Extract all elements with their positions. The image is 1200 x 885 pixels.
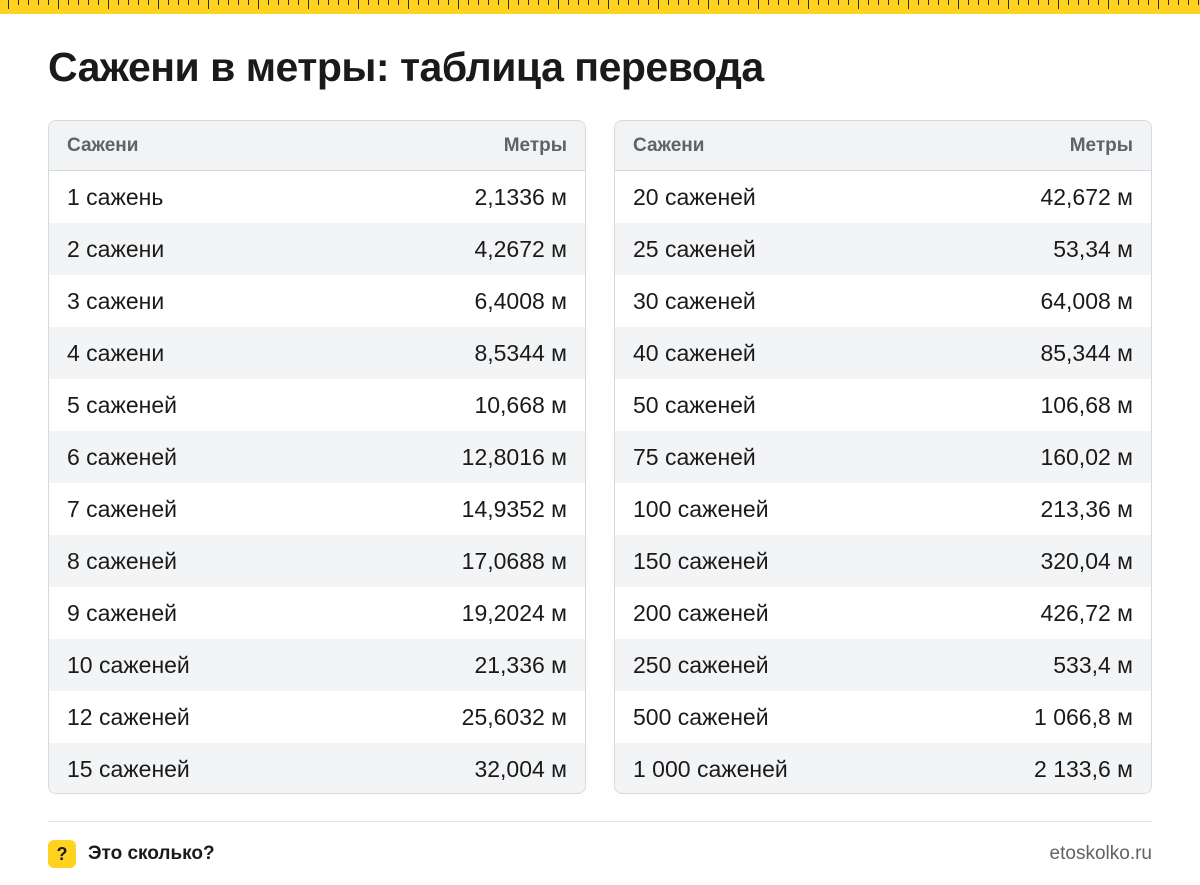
table-row: 100 саженей 213,36 м [615, 483, 1151, 535]
table-row: 15 саженей 32,004 м [49, 743, 585, 793]
fathoms-cell: 7 саженей [67, 495, 177, 522]
fathoms-cell: 500 саженей [633, 703, 769, 730]
table-row: 8 саженей 17,0688 м [49, 535, 585, 587]
meters-cell: 2,1336 м [474, 183, 567, 210]
meters-cell: 8,5344 м [474, 339, 567, 366]
meters-cell: 53,34 м [1053, 235, 1133, 262]
meters-cell: 10,668 м [474, 391, 567, 418]
meters-cell: 533,4 м [1053, 651, 1133, 678]
table-row: 500 саженей 1 066,8 м [615, 691, 1151, 743]
table-row: 30 саженей 64,008 м [615, 275, 1151, 327]
table-row: 25 саженей 53,34 м [615, 223, 1151, 275]
column-header-fathoms: Сажени [67, 134, 139, 156]
meters-cell: 85,344 м [1040, 339, 1133, 366]
fathoms-cell: 100 саженей [633, 495, 769, 522]
meters-cell: 4,2672 м [474, 235, 567, 262]
table-row: 9 саженей 19,2024 м [49, 587, 585, 639]
fathoms-cell: 5 саженей [67, 391, 177, 418]
column-header-fathoms: Сажени [633, 134, 705, 156]
table-row: 5 саженей 10,668 м [49, 379, 585, 431]
meters-cell: 426,72 м [1040, 599, 1133, 626]
table-row: 1 000 саженей 2 133,6 м [615, 743, 1151, 793]
meters-cell: 1 066,8 м [1034, 703, 1133, 730]
table-row: 250 саженей 533,4 м [615, 639, 1151, 691]
fathoms-cell: 9 саженей [67, 599, 177, 626]
fathoms-cell: 3 сажени [67, 287, 165, 314]
conversion-table-right: Сажени Метры 20 саженей 42,672 м 25 сажен… [614, 120, 1152, 794]
table-row: 50 саженей 106,68 м [615, 379, 1151, 431]
fathoms-cell: 1 сажень [67, 183, 164, 210]
table-row: 4 сажени 8,5344 м [49, 327, 585, 379]
meters-cell: 21,336 м [474, 651, 567, 678]
meters-cell: 42,672 м [1040, 183, 1133, 210]
table-row: 150 саженей 320,04 м [615, 535, 1151, 587]
table-row: 20 саженей 42,672 м [615, 171, 1151, 223]
meters-cell: 64,008 м [1040, 287, 1133, 314]
table-row: 200 саженей 426,72 м [615, 587, 1151, 639]
table-row: 3 сажени 6,4008 м [49, 275, 585, 327]
meters-cell: 160,02 м [1040, 443, 1133, 470]
question-mark-icon: ? [48, 840, 76, 868]
footer-divider [48, 821, 1152, 822]
fathoms-cell: 6 саженей [67, 443, 177, 470]
conversion-table-left: Сажени Метры 1 сажень 2,1336 м 2 сажени 4,… [48, 120, 586, 794]
meters-cell: 19,2024 м [461, 599, 567, 626]
fathoms-cell: 4 сажени [67, 339, 165, 366]
fathoms-cell: 8 саженей [67, 547, 177, 574]
fathoms-cell: 12 саженей [67, 703, 190, 730]
fathoms-cell: 25 саженей [633, 235, 756, 262]
table-row: 2 сажени 4,2672 м [49, 223, 585, 275]
footer-brand: Это сколько? [88, 843, 215, 864]
table-header: Сажени Метры [615, 121, 1151, 171]
table-row: 1 сажень 2,1336 м [49, 171, 585, 223]
table-row: 10 саженей 21,336 м [49, 639, 585, 691]
meters-cell: 32,004 м [474, 755, 567, 782]
table-body: 1 сажень 2,1336 м 2 сажени 4,2672 м 3 саже… [49, 171, 585, 793]
fathoms-cell: 2 сажени [67, 235, 165, 262]
meters-cell: 25,6032 м [461, 703, 567, 730]
fathoms-cell: 150 саженей [633, 547, 769, 574]
page-title: Сажени в метры: таблица перевода [48, 44, 764, 90]
footer-site-link[interactable]: etoskolko.ru [1049, 843, 1152, 864]
meters-cell: 106,68 м [1040, 391, 1133, 418]
ruler-decoration [0, 0, 1200, 14]
table-header: Сажени Метры [49, 121, 585, 171]
fathoms-cell: 15 саженей [67, 755, 190, 782]
fathoms-cell: 75 саженей [633, 443, 756, 470]
meters-cell: 213,36 м [1040, 495, 1133, 522]
fathoms-cell: 10 саженей [67, 651, 190, 678]
column-header-meters: Метры [1069, 134, 1133, 156]
column-header-meters: Метры [503, 134, 567, 156]
meters-cell: 6,4008 м [474, 287, 567, 314]
fathoms-cell: 20 саженей [633, 183, 756, 210]
fathoms-cell: 1 000 саженей [633, 755, 788, 782]
fathoms-cell: 50 саженей [633, 391, 756, 418]
fathoms-cell: 30 саженей [633, 287, 756, 314]
table-row: 75 саженей 160,02 м [615, 431, 1151, 483]
table-row: 6 саженей 12,8016 м [49, 431, 585, 483]
fathoms-cell: 40 саженей [633, 339, 756, 366]
meters-cell: 2 133,6 м [1034, 755, 1133, 782]
fathoms-cell: 200 саженей [633, 599, 769, 626]
table-body: 20 саженей 42,672 м 25 саженей 53,34 м 30 … [615, 171, 1151, 793]
fathoms-cell: 250 саженей [633, 651, 769, 678]
table-row: 12 саженей 25,6032 м [49, 691, 585, 743]
table-row: 7 саженей 14,9352 м [49, 483, 585, 535]
table-row: 40 саженей 85,344 м [615, 327, 1151, 379]
meters-cell: 17,0688 м [461, 547, 567, 574]
meters-cell: 12,8016 м [461, 443, 567, 470]
meters-cell: 14,9352 м [461, 495, 567, 522]
meters-cell: 320,04 м [1040, 547, 1133, 574]
